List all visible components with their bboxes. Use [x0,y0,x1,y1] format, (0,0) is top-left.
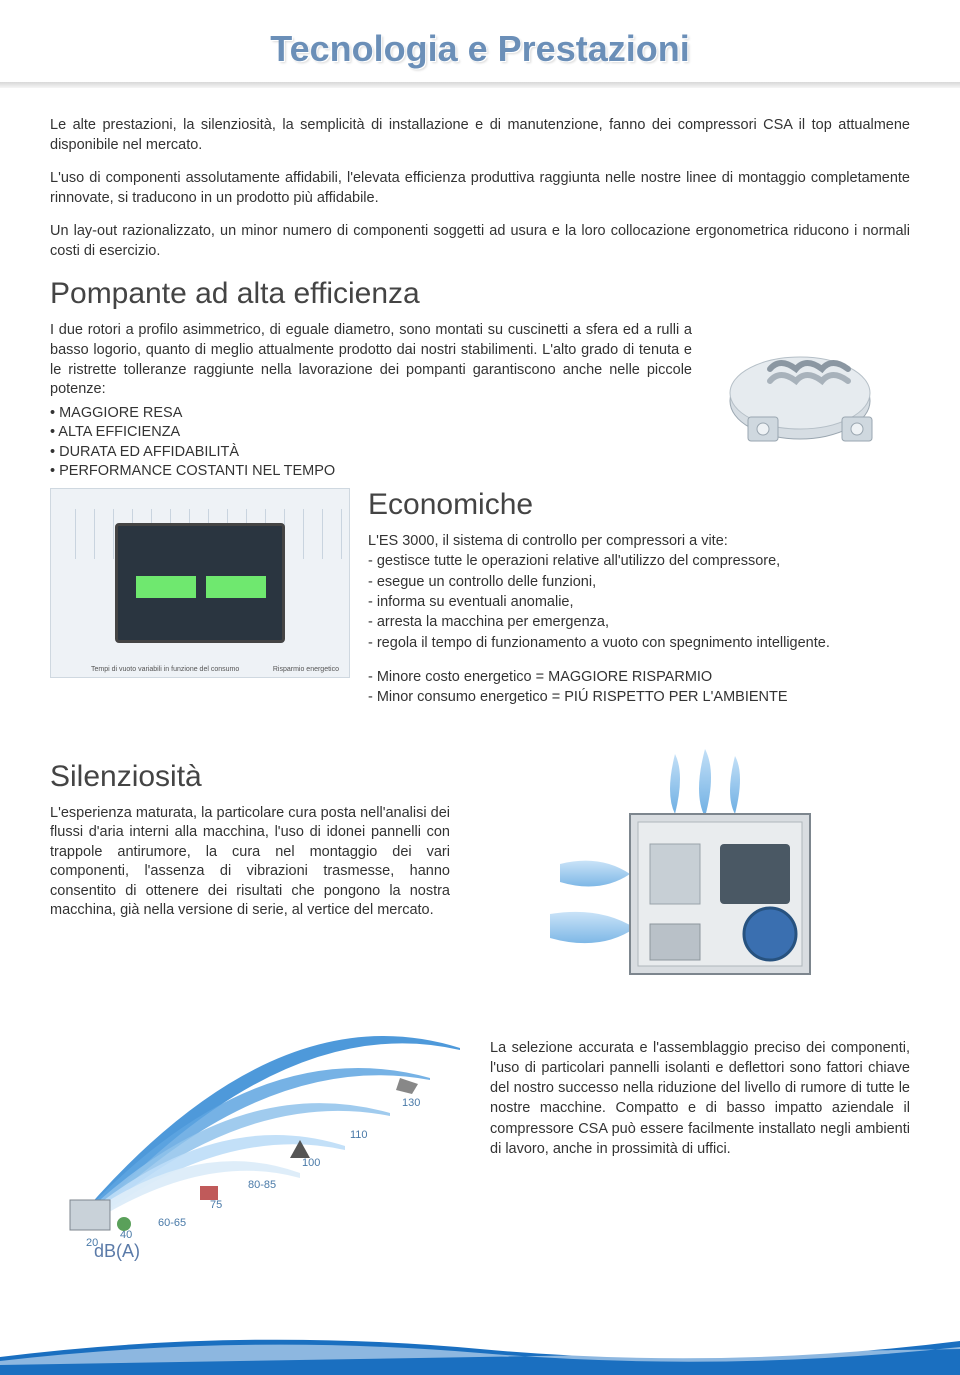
screw-compressor-icon [730,357,872,441]
econ-item-3: - informa su eventuali anomalie, [368,592,910,612]
noise-level-diagram: 20 40 60-65 75 80-85 100 110 130 dB(A) [50,1028,470,1268]
intro-p2: L'uso di componenti assolutamente affida… [50,169,910,208]
page-title: Tecnologia e Prestazioni [0,0,960,82]
econ-item-5: - regola il tempo di funzionamento a vuo… [368,633,910,653]
silenziosita-heading: Silenziosità [50,760,450,794]
db-axis-label: dB(A) [94,1241,140,1262]
econ-item-2: - esegue un controllo delle funzioni, [368,572,910,592]
economiche-heading: Economiche [368,488,910,522]
conclusion-1: - Minore costo energetico = MAGGIORE RIS… [368,667,910,687]
controller-diagram: Tempi di vuoto variabili in funzione del… [50,488,350,678]
caption-left: Tempi di vuoto variabili in funzione del… [91,666,239,673]
bullet-4: • PERFORMANCE COSTANTI NEL TEMPO [50,462,692,482]
economiche-conclusion: - Minore costo energetico = MAGGIORE RIS… [368,667,910,708]
economiche-list: - gestisce tutte le operazioni relative … [368,551,910,652]
title-underline [0,82,960,88]
db-40: 40 [120,1229,132,1241]
db-100: 100 [302,1157,320,1169]
footer-wave [0,1327,960,1375]
pompante-body: I due rotori a profilo asimmetrico, di e… [50,321,692,399]
caption-right: Risparmio energetico [273,666,339,673]
conclusion-2: - Minor consumo energetico = PIÚ RISPETT… [368,687,910,707]
silenziosita-body: L'esperienza maturata, la particolare cu… [50,804,450,921]
intro-p1: Le alte prestazioni, la silenziosità, la… [50,116,910,155]
noise-body: La selezione accurata e l'assemblaggio p… [490,1028,910,1160]
economiche-lead: L'ES 3000, il sistema di controllo per c… [368,532,910,552]
db-130: 130 [402,1097,420,1109]
db-110: 110 [350,1129,368,1141]
econ-item-1: - gestisce tutte le operazioni relative … [368,551,910,571]
intro-p3: Un lay-out razionalizzato, un minor nume… [50,222,910,261]
db-80: 80-85 [248,1179,276,1191]
airflow-diagram [520,744,860,1004]
bullet-2: • ALTA EFFICIENZA [50,423,692,443]
econ-item-4: - arresta la macchina per emergenza, [368,612,910,632]
bullet-1: • MAGGIORE RESA [50,404,692,424]
pompante-image [710,321,910,471]
db-60: 60-65 [158,1217,186,1229]
es3000-panel-icon [115,523,285,643]
pompante-heading: Pompante ad alta efficienza [50,277,910,311]
pompante-bullets: • MAGGIORE RESA • ALTA EFFICIENZA • DURA… [50,404,692,482]
bullet-3: • DURATA ED AFFIDABILITÀ [50,443,692,463]
db-75: 75 [210,1199,222,1211]
